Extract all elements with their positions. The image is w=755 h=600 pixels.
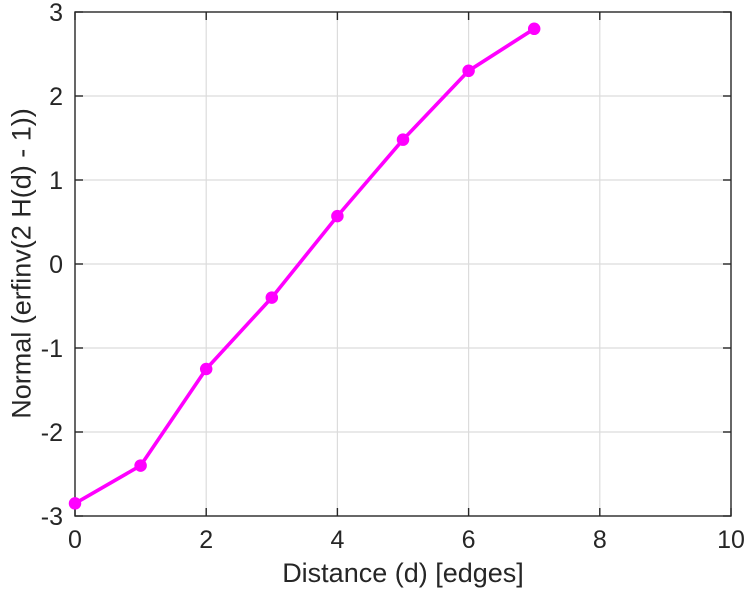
y-tick-label: -1: [41, 335, 63, 363]
x-tick-label: 4: [330, 526, 344, 554]
x-tick-label: 8: [593, 526, 607, 554]
x-tick-label: 10: [717, 526, 745, 554]
y-tick-label: 1: [49, 167, 63, 195]
y-tick-label: -3: [41, 503, 63, 531]
data-marker: [199, 362, 213, 376]
x-tick-label: 2: [199, 526, 213, 554]
data-marker: [134, 459, 147, 472]
y-tick-label: -2: [41, 419, 63, 447]
data-marker: [462, 64, 475, 78]
data-marker: [68, 497, 82, 510]
data-marker: [265, 291, 279, 304]
x-tick-label: 6: [462, 526, 476, 554]
data-line: [73, 26, 537, 506]
x-tick-label: 0: [68, 526, 82, 554]
y-tick-label: 3: [49, 0, 63, 27]
y-tick-label: 0: [49, 251, 63, 279]
data-marker: [331, 209, 344, 223]
y-tick-label: 2: [49, 83, 63, 111]
data-marker: [396, 133, 410, 146]
data-marker: [527, 22, 541, 36]
